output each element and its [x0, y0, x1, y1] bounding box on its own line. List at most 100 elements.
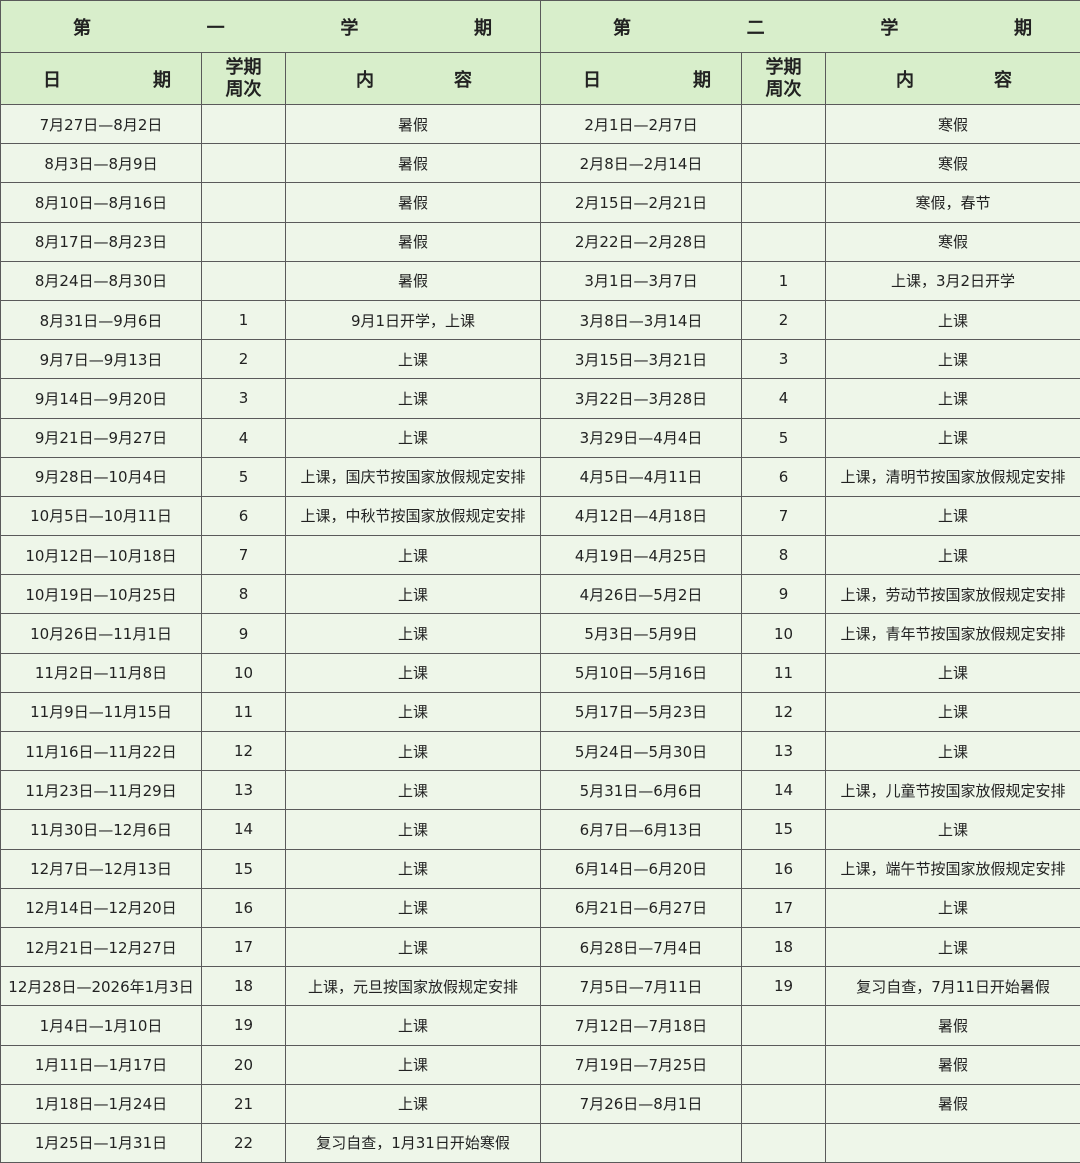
content: 上课	[826, 888, 1080, 927]
date-range: 5月24日—5月30日	[541, 732, 742, 771]
week-number: 18	[742, 927, 826, 966]
date-range: 11月30日—12月6日	[1, 810, 202, 849]
date-range: 6月14日—6月20日	[541, 849, 742, 888]
week-number	[202, 261, 286, 300]
date-range: 3月8日—3月14日	[541, 300, 742, 339]
semester-title: 第二学期	[541, 1, 1080, 53]
content: 上课	[286, 810, 541, 849]
week-number	[742, 105, 826, 144]
date-range: 12月14日—12月20日	[1, 888, 202, 927]
content: 上课	[826, 810, 1080, 849]
date-range: 3月29日—4月4日	[541, 418, 742, 457]
column-header: 学期周次	[742, 53, 826, 105]
date-range: 1月4日—1月10日	[1, 1006, 202, 1045]
week-number: 19	[202, 1006, 286, 1045]
week-number: 21	[202, 1084, 286, 1123]
week-number: 13	[202, 771, 286, 810]
week-number: 11	[202, 692, 286, 731]
content: 上课，清明节按国家放假规定安排	[826, 457, 1080, 496]
content: 暑假	[826, 1084, 1080, 1123]
date-range: 10月26日—11月1日	[1, 614, 202, 653]
date-range: 5月31日—6月6日	[541, 771, 742, 810]
content: 上课	[826, 692, 1080, 731]
content: 上课	[826, 927, 1080, 966]
date-range: 10月19日—10月25日	[1, 575, 202, 614]
content: 寒假	[826, 222, 1080, 261]
date-range: 4月26日—5月2日	[541, 575, 742, 614]
content: 复习自查，1月31日开始寒假	[286, 1123, 541, 1162]
week-number	[742, 1084, 826, 1123]
week-number: 16	[202, 888, 286, 927]
week-number: 1	[202, 300, 286, 339]
date-range: 7月19日—7月25日	[541, 1045, 742, 1084]
content: 上课	[826, 340, 1080, 379]
date-range: 4月12日—4月18日	[541, 496, 742, 535]
semester-title: 第一学期	[1, 1, 541, 53]
content: 9月1日开学，上课	[286, 300, 541, 339]
week-number	[742, 1006, 826, 1045]
content: 上课	[286, 888, 541, 927]
date-range: 9月21日—9月27日	[1, 418, 202, 457]
content: 上课	[826, 653, 1080, 692]
week-number: 5	[202, 457, 286, 496]
content: 上课	[286, 849, 541, 888]
week-number: 1	[742, 261, 826, 300]
week-number: 4	[202, 418, 286, 457]
date-range: 4月5日—4月11日	[541, 457, 742, 496]
date-range: 5月10日—5月16日	[541, 653, 742, 692]
date-range: 4月19日—4月25日	[541, 536, 742, 575]
content: 寒假，春节	[826, 183, 1080, 222]
content: 上课	[286, 418, 541, 457]
content: 复习自查，7月11日开始暑假	[826, 967, 1080, 1006]
date-range: 11月9日—11月15日	[1, 692, 202, 731]
date-range: 8月31日—9月6日	[1, 300, 202, 339]
week-number	[742, 1045, 826, 1084]
date-range: 7月5日—7月11日	[541, 967, 742, 1006]
date-range: 9月7日—9月13日	[1, 340, 202, 379]
week-number: 2	[742, 300, 826, 339]
date-range: 1月18日—1月24日	[1, 1084, 202, 1123]
date-range: 12月7日—12月13日	[1, 849, 202, 888]
content: 暑假	[826, 1006, 1080, 1045]
week-number: 15	[202, 849, 286, 888]
date-range: 2月22日—2月28日	[541, 222, 742, 261]
content: 上课	[826, 732, 1080, 771]
week-number: 18	[202, 967, 286, 1006]
date-range: 11月23日—11月29日	[1, 771, 202, 810]
date-range: 9月28日—10月4日	[1, 457, 202, 496]
column-header-text: 学期周次	[765, 57, 803, 101]
content: 上课，儿童节按国家放假规定安排	[826, 771, 1080, 810]
date-range: 7月27日—8月2日	[1, 105, 202, 144]
week-number: 4	[742, 379, 826, 418]
week-number	[202, 222, 286, 261]
date-range	[541, 1123, 742, 1162]
content: 上课，3月2日开学	[826, 261, 1080, 300]
content: 上课	[286, 614, 541, 653]
content: 上课，元旦按国家放假规定安排	[286, 967, 541, 1006]
date-range: 6月28日—7月4日	[541, 927, 742, 966]
content: 上课	[826, 536, 1080, 575]
date-range: 10月12日—10月18日	[1, 536, 202, 575]
column-header-text: 学期周次	[225, 57, 263, 101]
date-range: 6月21日—6月27日	[541, 888, 742, 927]
content: 上课，青年节按国家放假规定安排	[826, 614, 1080, 653]
date-range: 7月12日—7月18日	[541, 1006, 742, 1045]
week-number	[202, 144, 286, 183]
date-range: 5月3日—5月9日	[541, 614, 742, 653]
content: 上课	[286, 1006, 541, 1045]
content: 上课	[286, 1084, 541, 1123]
column-header: 学期周次	[202, 53, 286, 105]
content: 上课	[286, 692, 541, 731]
content: 上课	[826, 379, 1080, 418]
content: 上课	[826, 418, 1080, 457]
content: 暑假	[286, 105, 541, 144]
content: 上课	[286, 653, 541, 692]
date-range: 12月21日—12月27日	[1, 927, 202, 966]
